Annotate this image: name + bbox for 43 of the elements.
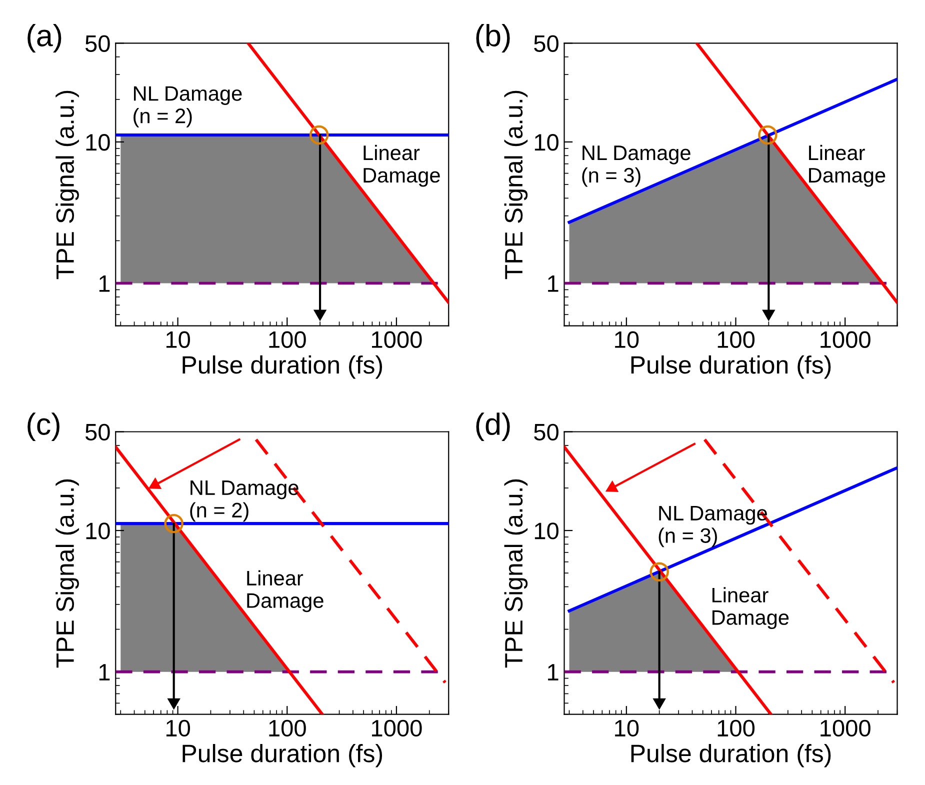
annotation: NL Damage (n = 3) [582, 146, 690, 187]
y-tick-label: 1 [99, 664, 110, 680]
y-tick-label: 50 [85, 35, 110, 52]
x-axis-title: Pulse duration (fs) [182, 744, 382, 768]
y-axis-title: TPE Signal (a.u.) [56, 479, 79, 668]
y-tick-label: 10 [534, 134, 558, 151]
y-axis-title: TPE Signal (a.u.) [504, 90, 528, 280]
chart-title: (c) [28, 412, 60, 442]
y-tick-label: 10 [534, 522, 558, 540]
x-tick-label: 100 [718, 720, 755, 737]
x-tick-label: 100 [718, 331, 755, 348]
y-tick-label: 10 [86, 522, 110, 540]
x-tick-label: 10 [615, 720, 639, 737]
x-tick-label: 1000 [820, 331, 870, 348]
x-axis-title: Pulse duration (fs) [631, 744, 831, 768]
y-tick-label: 10 [86, 134, 110, 151]
annotation: NL Damage (n = 2) [190, 480, 298, 522]
annotation: Linear Damage [247, 570, 324, 612]
annotation: Linear Damage [809, 144, 886, 187]
x-tick-label: 100 [269, 720, 306, 737]
x-tick-label: 10 [615, 331, 639, 348]
x-tick-label: 10 [166, 331, 190, 348]
y-tick-label: 50 [85, 424, 110, 441]
y-axis-title: TPE Signal (a.u.) [504, 479, 528, 668]
x-tick-label: 10 [166, 720, 190, 737]
x-tick-label: 1000 [820, 720, 870, 737]
x-tick-label: 100 [269, 331, 306, 348]
x-axis-title: Pulse duration (fs) [631, 355, 831, 379]
x-axis-title: Pulse duration (fs) [182, 355, 382, 379]
y-tick-label: 50 [534, 35, 558, 52]
chart-title: (a) [28, 24, 62, 52]
y-axis-title: TPE Signal (a.u.) [56, 90, 79, 280]
chart-title: (b) [476, 24, 510, 52]
y-tick-label: 1 [99, 276, 110, 292]
y-tick-label: 50 [534, 424, 558, 441]
chart-title: (d) [476, 412, 510, 442]
annotation: Linear Damage [364, 144, 440, 187]
annotation: Linear Damage [712, 587, 789, 630]
x-tick-label: 1000 [372, 331, 422, 348]
annotation: NL Damage (n = 2) [134, 86, 242, 128]
y-tick-label: 1 [548, 276, 558, 292]
x-tick-label: 1000 [372, 720, 422, 737]
y-tick-label: 1 [548, 664, 558, 680]
